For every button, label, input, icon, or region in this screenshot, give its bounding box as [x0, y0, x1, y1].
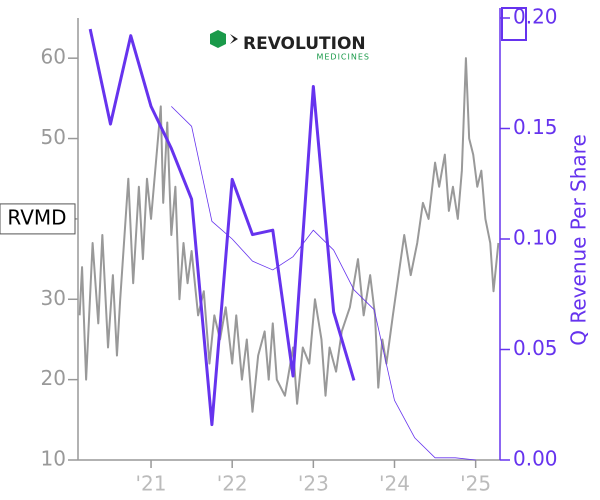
logo-mark	[230, 34, 238, 44]
y2-tick-label: 0.00	[513, 447, 558, 471]
revenue-line	[88, 28, 356, 427]
x-tick-label: '23	[298, 472, 329, 496]
revenue-trend-line	[171, 106, 476, 461]
legend-box	[501, 7, 527, 41]
y-tick-label: 60	[41, 45, 66, 69]
y2-tick-label: 0.10	[513, 226, 558, 250]
ticker-box	[0, 203, 76, 235]
x-tick-label: '21	[136, 472, 167, 496]
y2-tick-label: 0.15	[513, 115, 558, 139]
y2-tick-label: 0.20	[513, 5, 558, 29]
y2-tick-label: 0.05	[513, 336, 558, 360]
y-tick-label: 50	[41, 125, 66, 149]
y-tick-label: 10	[41, 447, 66, 471]
y-tick-label: 20	[41, 366, 66, 390]
y2-axis-label: Q Revenue Per Share	[567, 134, 591, 346]
ticker-label: RVMD	[7, 205, 66, 229]
x-tick-label: '22	[217, 472, 248, 496]
price-line	[78, 57, 500, 413]
x-tick-label: '25	[460, 472, 491, 496]
x-tick-label: '24	[379, 472, 410, 496]
logo-mark	[210, 30, 226, 48]
logo-text: REVOLUTION	[243, 34, 366, 54]
logo: REVOLUTION MEDICINES	[210, 30, 370, 62]
logo-subtext: MEDICINES	[316, 53, 370, 62]
y-tick-label: 30	[41, 286, 66, 310]
